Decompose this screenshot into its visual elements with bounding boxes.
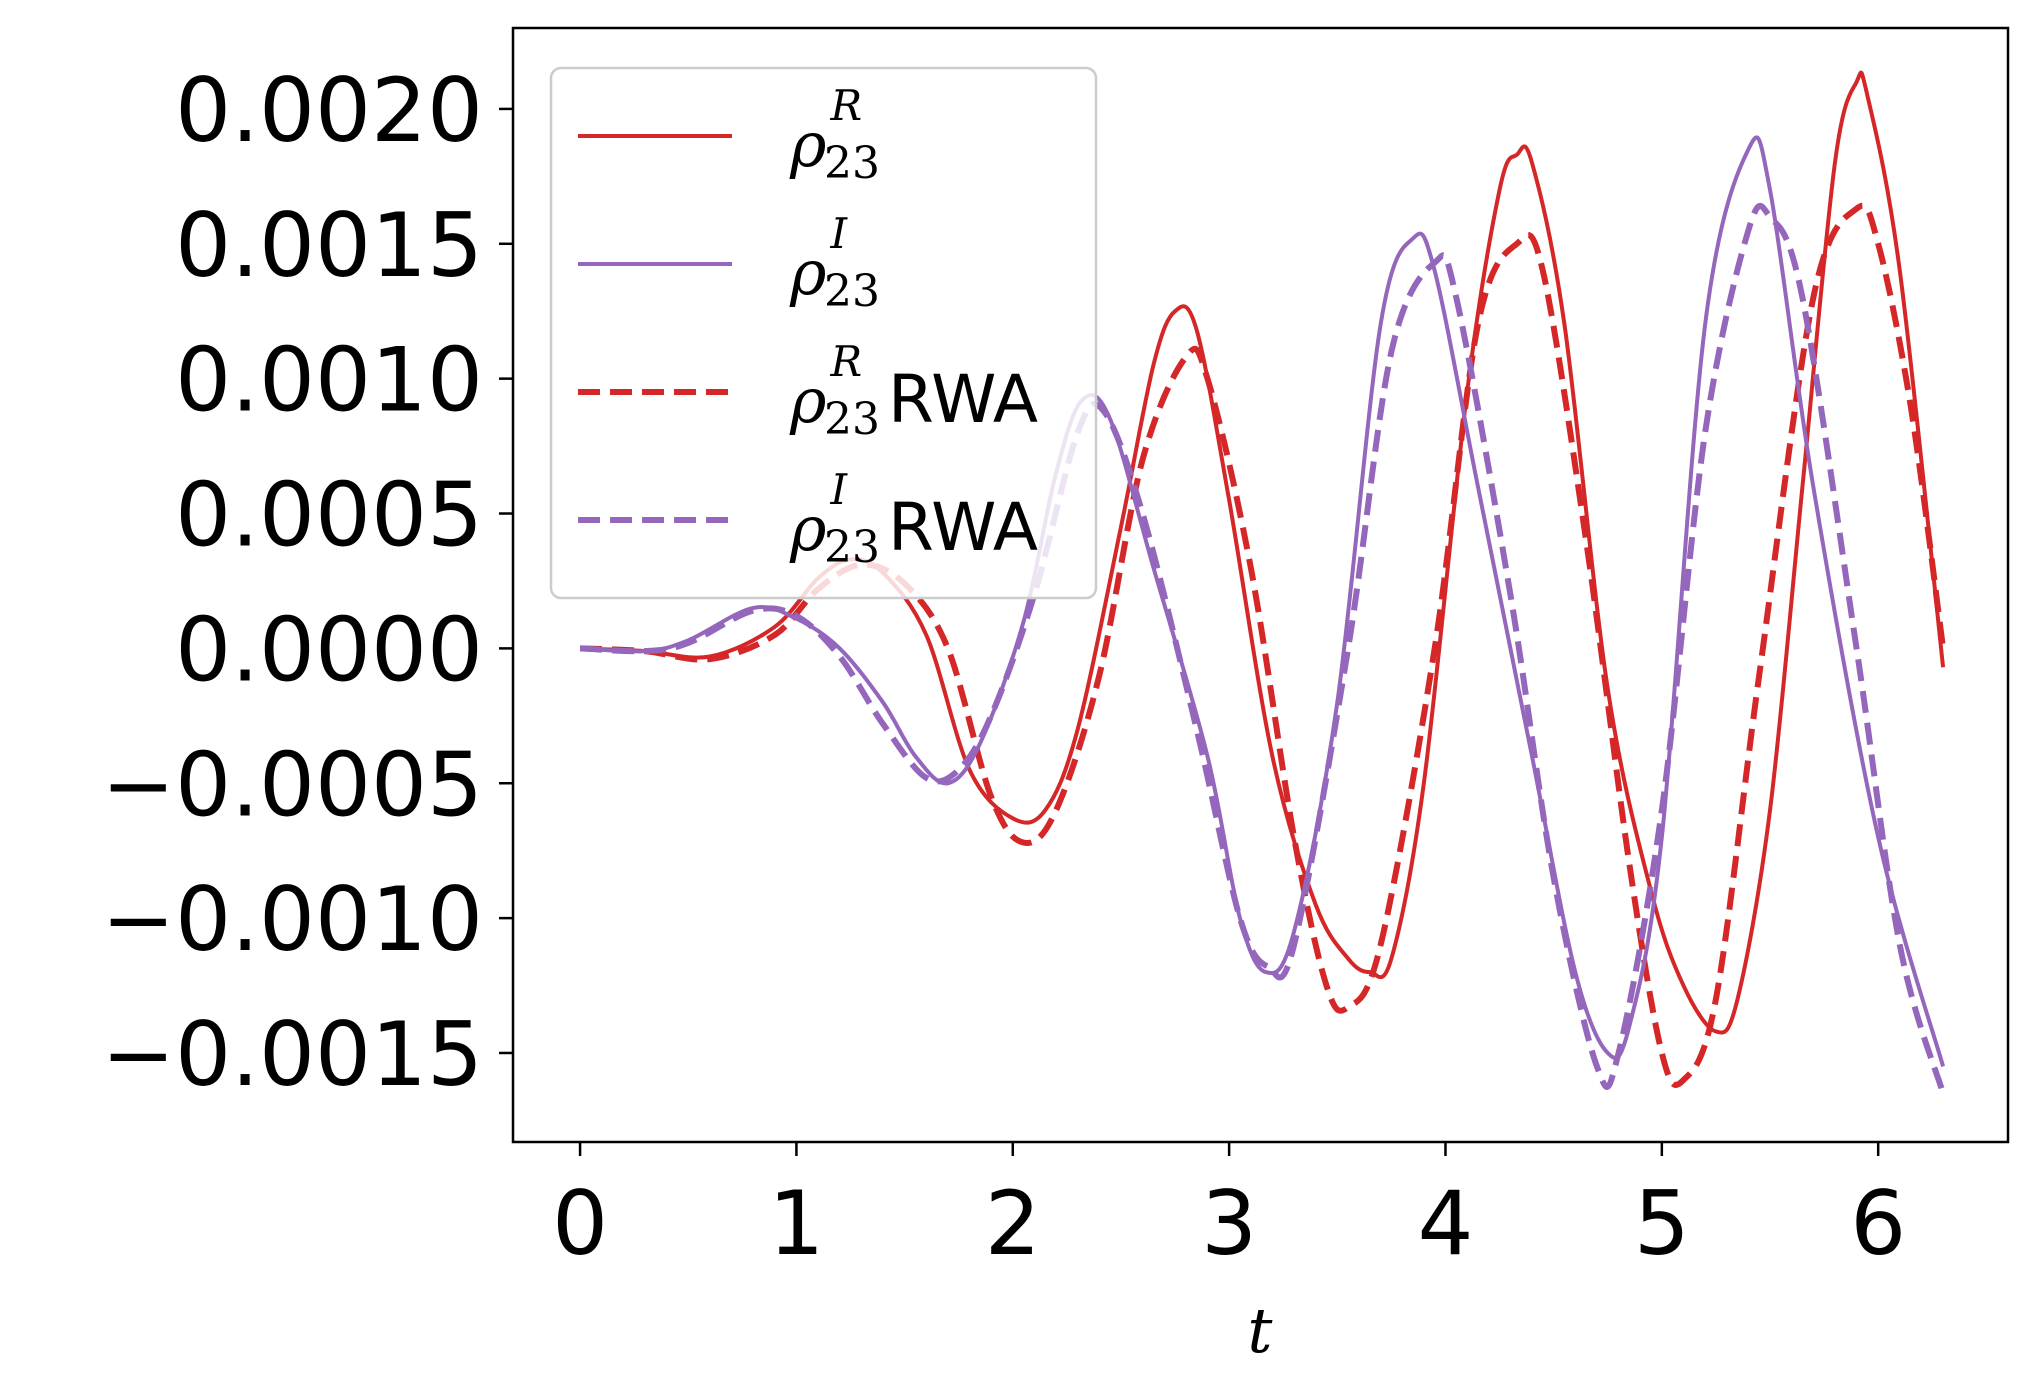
y-tick-label: −0.0015 — [101, 1003, 483, 1106]
x-tick-label: 3 — [1201, 1172, 1257, 1275]
y-tick-label: −0.0005 — [101, 733, 483, 836]
x-tick-label: 0 — [552, 1172, 608, 1275]
y-tick-label: 0.0000 — [175, 598, 483, 701]
series-line-3 — [579, 202, 1947, 1088]
x-axis-label: t — [1248, 1294, 1273, 1367]
y-tick-label: −0.0010 — [101, 868, 483, 971]
y-tick-label: 0.0010 — [175, 329, 483, 432]
y-tick-label: 0.0005 — [175, 464, 483, 567]
series-line-1 — [579, 70, 1946, 1035]
legend-box — [549, 66, 1098, 600]
legend-label: ρR 23 — [789, 81, 880, 189]
legend-label: ρR 23 RWA — [789, 337, 1038, 445]
legend: ρR 23 ρI 23 ρR 23 RWA ρI 23 RWA — [549, 66, 1098, 600]
x-tick-label: 2 — [985, 1172, 1041, 1275]
tick-layer: 0 1 2 3 4 5 6 0.0020 0.0015 0.0010 0.0005 0.0000 −0.… — [101, 59, 1906, 1275]
series-line-4 — [579, 202, 1946, 1095]
series-line-2 — [579, 135, 1946, 1068]
x-tick-label: 1 — [768, 1172, 824, 1275]
plot-frame — [511, 26, 2010, 1144]
x-tick-label: 6 — [1850, 1172, 1906, 1275]
legend-label: ρI 23 RWA — [789, 465, 1038, 573]
x-tick-label: 5 — [1634, 1172, 1690, 1275]
legend-label: ρI 23 — [789, 209, 880, 317]
series-layer — [579, 70, 1947, 1095]
y-tick-label: 0.0020 — [175, 59, 483, 162]
y-tick-label: 0.0015 — [175, 194, 483, 297]
x-tick-label: 4 — [1417, 1172, 1473, 1275]
